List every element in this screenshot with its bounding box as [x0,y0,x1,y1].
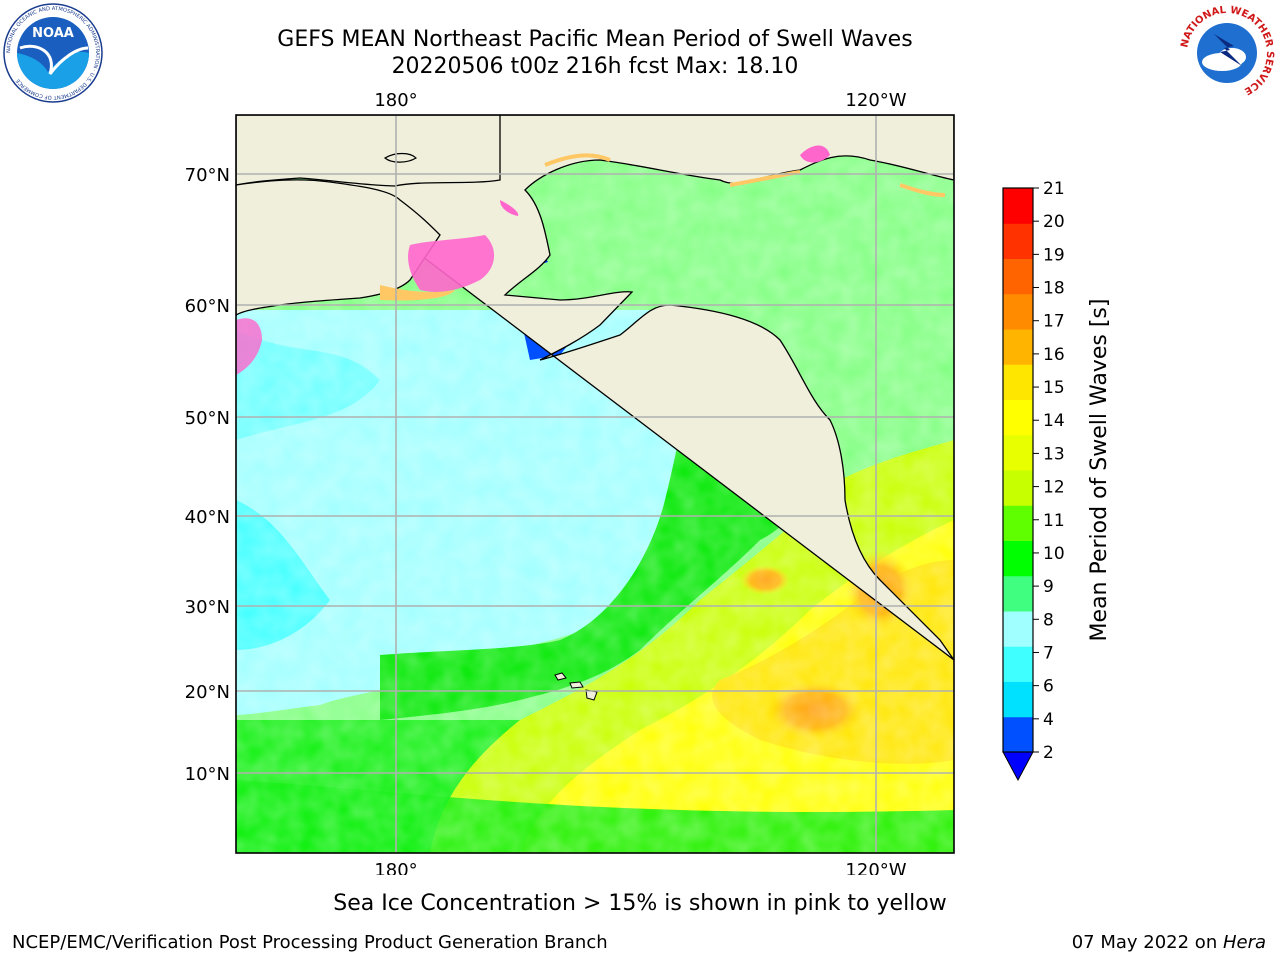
colorbar-segment [1003,505,1033,541]
map-data-field [236,115,954,853]
colorbar-tick-label: 17 [1043,312,1065,332]
lat-label-10n: 10°N [185,764,230,785]
colorbar-tick-label: 19 [1043,245,1065,265]
lon-label-top-180: 180° [374,90,417,111]
lat-label-40n: 40°N [185,507,230,528]
lat-label-20n: 20°N [185,682,230,703]
colorbar-tick-label: 14 [1043,411,1065,431]
map-title: GEFS MEAN Northeast Pacific Mean Period … [277,27,913,52]
noaa-logo: NATIONAL OCEANIC AND ATMOSPHERIC ADMINIS… [3,3,103,103]
colorbar-segment [1003,399,1033,436]
lat-label-60n: 60°N [185,296,230,317]
colorbar-tick-label: 7 [1043,643,1054,663]
colorbar-segment [1003,646,1033,682]
footer-date-text: 07 May 2022 on [1071,932,1223,953]
lat-label-30n: 30°N [185,597,230,618]
colorbar-tick-label: 12 [1043,478,1065,498]
colorbar-tick-label: 21 [1043,180,1065,199]
colorbar-tick-label: 20 [1043,212,1065,232]
colorbar-tick-label: 18 [1043,279,1065,299]
colorbar-segment [1003,223,1033,259]
colorbar-segment [1003,434,1033,471]
colorbar-frame [1002,187,1034,753]
map-plot: 180° 120°W 180° 120°W 70°N 60°N 50°N 40°… [185,90,955,875]
footer-credit: NCEP/EMC/Verification Post Processing Pr… [12,932,608,953]
colorbar-ticks: 2 4 6 7 8 9 10 11 12 13 14 15 16 17 18 19 20 21 [1033,180,1065,763]
colorbar-tick-label: 2 [1043,743,1054,763]
lat-label-70n: 70°N [185,165,230,186]
footer-host: Hera [1222,932,1266,953]
colorbar-segment [1003,293,1033,330]
lon-label-bottom-180: 180° [374,860,417,875]
map-frame [235,114,955,854]
lat-label-50n: 50°N [185,408,230,429]
colorbar-tick-label: 8 [1043,610,1054,630]
colorbar-tick-label: 16 [1043,345,1065,365]
noaa-logo-text: NOAA [32,26,74,41]
colorbar-tick-label: 4 [1043,710,1054,730]
colorbar-segment [1003,188,1033,224]
colorbar-tick-label: 10 [1043,544,1065,564]
colorbar-tick-label: 9 [1043,577,1054,597]
colorbar-tick-label: 15 [1043,378,1065,398]
sea-ice-caption: Sea Ice Concentration > 15% is shown in … [333,891,947,916]
colorbar-segment [1003,611,1033,647]
map-subtitle: 20220506 t00z 216h fcst Max: 18.10 [391,54,799,79]
lon-label-bottom-120w: 120°W [845,860,906,875]
colorbar-segment [1003,716,1033,753]
colorbar-segments [1003,188,1033,753]
nws-logo: NATIONAL WEATHER SERVICE [1178,4,1276,102]
colorbar-segment [1003,258,1033,295]
colorbar-segment [1003,470,1033,506]
colorbar-segment [1003,364,1033,400]
colorbar-segment [1003,540,1033,577]
colorbar-segment [1003,681,1033,718]
colorbar-extend-triangle [1002,751,1034,782]
footer-date: 07 May 2022 on Hera [1072,932,1266,953]
colorbar: 2 4 6 7 8 9 10 11 12 13 14 15 16 17 18 19 20 21 Mean Peri… [1002,180,1112,782]
colorbar-label: Mean Period of Swell Waves [s] [1087,299,1112,642]
lon-label-top-120w: 120°W [845,90,906,111]
colorbar-tick-label: 13 [1043,444,1065,464]
colorbar-tick-label: 11 [1043,511,1065,531]
colorbar-tick-label: 6 [1043,677,1054,697]
colorbar-segment [1003,329,1033,365]
colorbar-segment [1003,575,1033,612]
map-gridlines [236,115,954,853]
